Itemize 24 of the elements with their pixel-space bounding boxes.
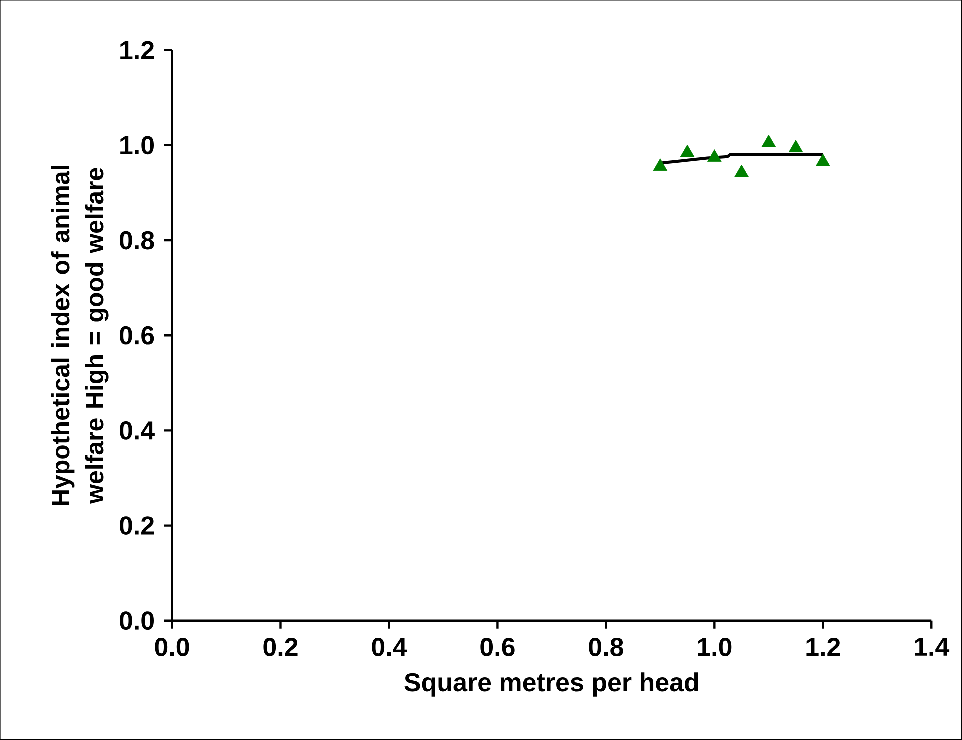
y-tick-label: 0.8 — [120, 231, 154, 250]
x-tick-label: 0.6 — [480, 638, 515, 656]
x-tick-label: 0.0 — [155, 638, 190, 656]
y-tick-label: 1.0 — [120, 136, 154, 155]
point — [680, 144, 695, 158]
x-tick-label: 1.4 — [915, 638, 950, 656]
y-axis-title: Hypothetical index of animal welfare High = good welfare — [51, 166, 109, 506]
x-tick-label: 1.0 — [698, 638, 732, 656]
y-tick-label: 0.2 — [120, 516, 154, 535]
point — [734, 164, 749, 178]
x-tick-label: 1.2 — [806, 638, 840, 656]
y-tick-label: 1.2 — [120, 41, 154, 60]
x-tick-label: 0.4 — [372, 638, 408, 656]
point — [708, 150, 722, 162]
y-tick-label: 0.4 — [120, 421, 155, 440]
x-tick-label: 0.8 — [589, 638, 624, 656]
point — [762, 134, 776, 148]
point — [816, 154, 830, 166]
y-tick-label: 0.0 — [120, 612, 154, 630]
y-tick-label: 0.6 — [120, 326, 154, 345]
point — [788, 140, 804, 152]
x-tick-label: 0.2 — [264, 638, 298, 656]
x-axis-title: Square metres per head — [404, 672, 698, 697]
point — [653, 158, 668, 171]
